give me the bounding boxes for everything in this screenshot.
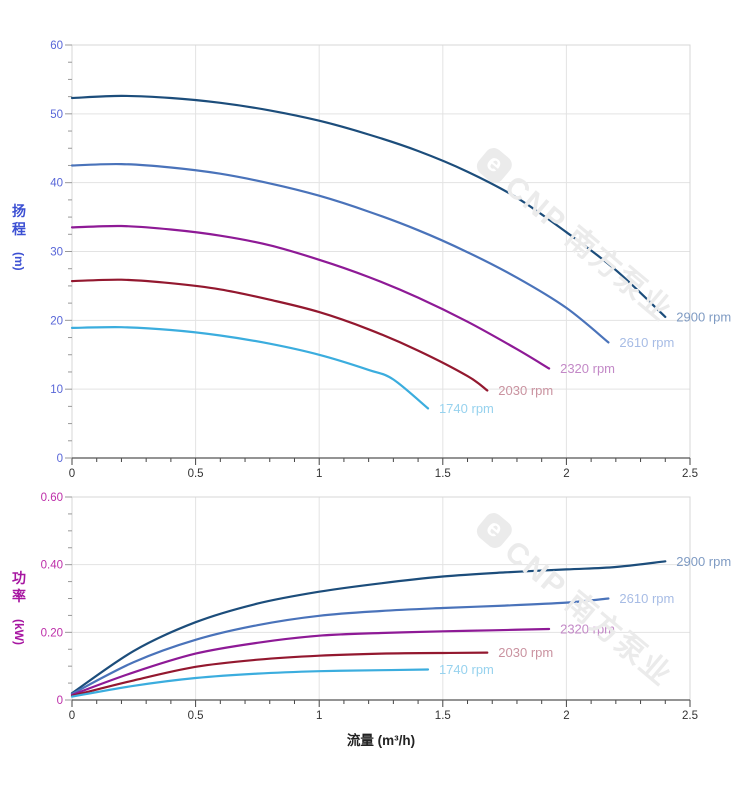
x-tick-label: 0.5 xyxy=(188,468,204,480)
flow-axis-title: 流量 (m³/h) xyxy=(346,733,416,748)
y-tick-label: 0.60 xyxy=(41,492,63,504)
y-tick-label: 20 xyxy=(50,315,63,327)
y-tick-label: 0 xyxy=(57,695,63,707)
series-curve-2030-rpm xyxy=(70,651,489,697)
series-label-1740-rpm: 1740 rpm xyxy=(439,401,494,416)
x-tick-label: 1.5 xyxy=(435,710,451,722)
power-axis-title-text: 功率 xyxy=(12,570,26,604)
series-curve-2900-rpm xyxy=(70,94,667,318)
y-tick-label: 0.40 xyxy=(41,560,63,572)
series-label-2610-rpm: 2610 rpm xyxy=(619,591,674,606)
x-tick-label: 2 xyxy=(563,710,569,722)
y-tick-label: 30 xyxy=(50,247,63,259)
x-tick-label: 0 xyxy=(69,468,75,480)
x-tick-label: 1 xyxy=(316,468,322,480)
series-label-2030-rpm: 2030 rpm xyxy=(498,645,553,660)
x-tick-label: 0.5 xyxy=(188,710,204,722)
series-curve-2900-rpm xyxy=(70,560,667,695)
series-label-1740-rpm: 1740 rpm xyxy=(439,662,494,677)
head-axis-unit: (m) xyxy=(12,251,26,271)
x-tick-label: 0 xyxy=(69,710,75,722)
series-curve-2320-rpm xyxy=(70,224,551,370)
head-axis-title: 扬程 (m) xyxy=(11,203,27,271)
series-label-2610-rpm: 2610 rpm xyxy=(619,335,674,350)
y-tick-label: 60 xyxy=(50,40,63,52)
series-curve-2610-rpm xyxy=(70,162,610,344)
x-tick-label: 2.5 xyxy=(682,710,698,722)
head-axis-title-text: 扬程 xyxy=(12,203,26,237)
y-tick-label: 40 xyxy=(50,178,63,190)
y-tick-label: 10 xyxy=(50,384,63,396)
series-curve-2030-rpm xyxy=(70,278,489,392)
y-tick-label: 0 xyxy=(57,453,63,465)
series-label-2900-rpm: 2900 rpm xyxy=(676,309,731,324)
y-tick-label: 50 xyxy=(50,109,63,121)
series-curve-1740-rpm xyxy=(70,326,430,410)
power-axis-unit: (kW) xyxy=(12,618,26,645)
power-axis-title: 功率 (kW) xyxy=(11,570,27,645)
x-tick-label: 1 xyxy=(316,710,322,722)
series-label-2320-rpm: 2320 rpm xyxy=(560,361,615,376)
x-tick-label: 1.5 xyxy=(435,468,451,480)
series-label-2900-rpm: 2900 rpm xyxy=(676,554,731,569)
series-curve-1740-rpm xyxy=(70,668,430,698)
x-tick-label: 2 xyxy=(563,468,569,480)
x-tick-label: 2.5 xyxy=(682,468,698,480)
series-curve-2610-rpm xyxy=(70,597,610,695)
series-label-2320-rpm: 2320 rpm xyxy=(560,621,615,636)
y-tick-label: 0.20 xyxy=(41,627,63,639)
series-label-2030-rpm: 2030 rpm xyxy=(498,383,553,398)
series-curve-2320-rpm xyxy=(70,627,551,696)
